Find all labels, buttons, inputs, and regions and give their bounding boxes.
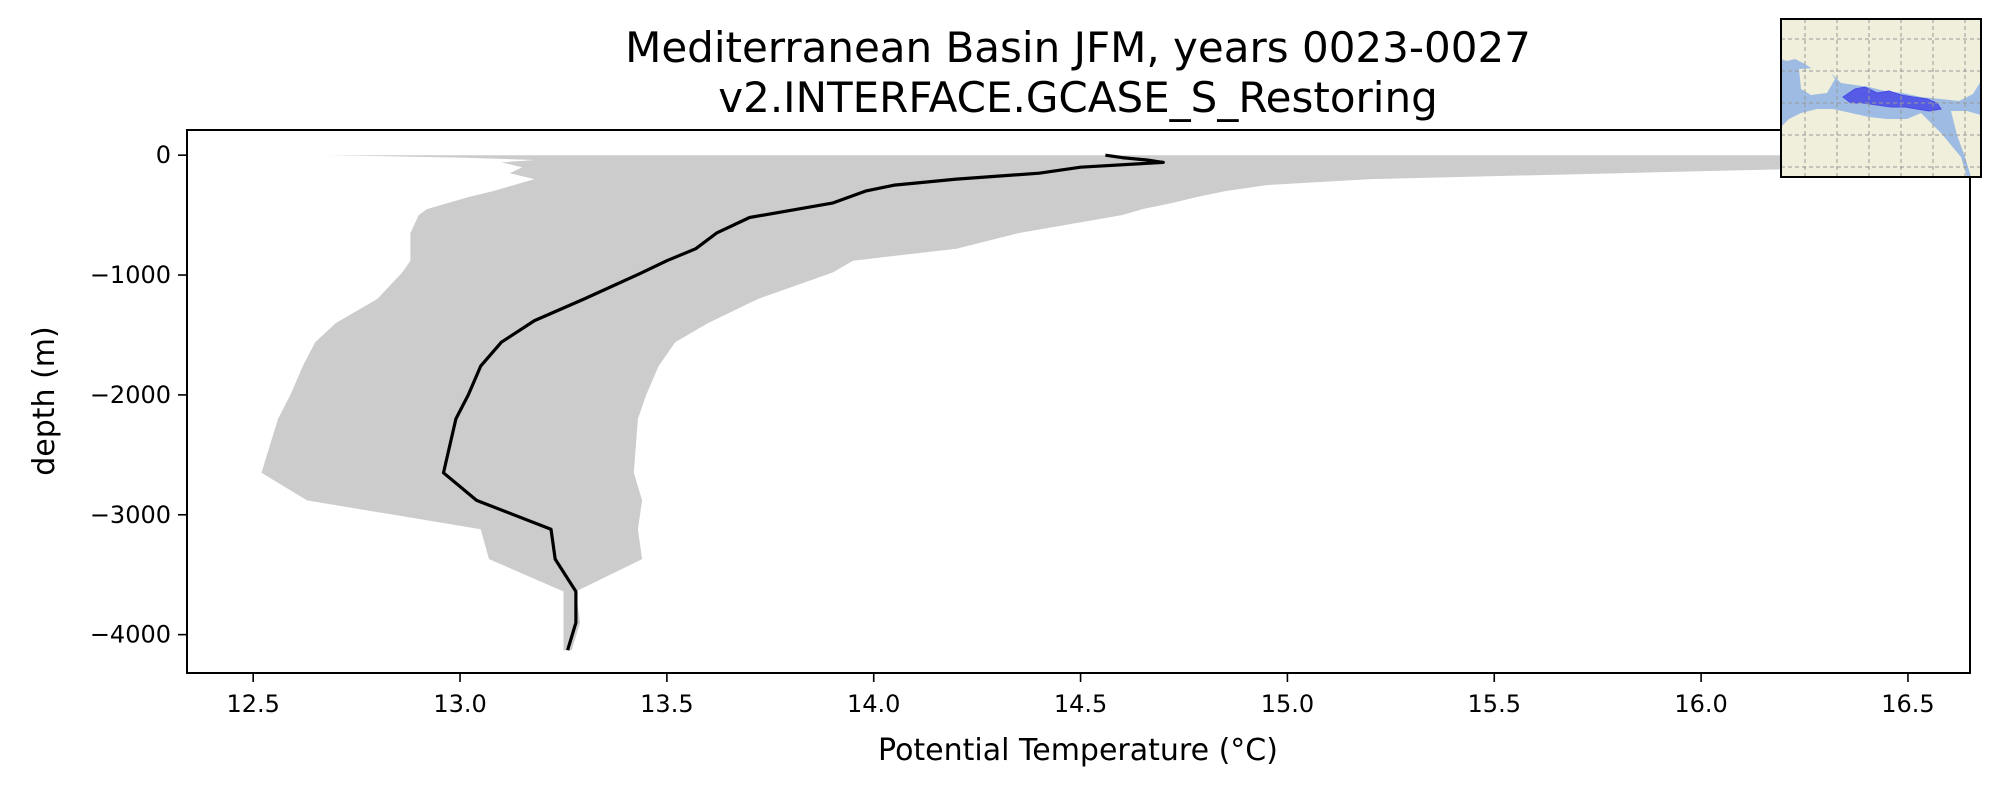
inset-frame	[1780, 18, 1982, 178]
inset-gridlines	[1781, 19, 1981, 177]
y-tick-label: −2000	[90, 381, 171, 409]
range-band	[261, 155, 1950, 651]
x-tick-label: 15.0	[1261, 690, 1314, 718]
y-axis-label: depth (m)	[27, 326, 62, 476]
x-tick-label: 15.5	[1468, 690, 1521, 718]
x-tick-label: 12.5	[226, 690, 279, 718]
x-axis-ticks: 12.5 13.0 13.5 14.0 14.5 15.0 15.5 16.0 16.5	[226, 673, 1935, 718]
plot-area	[261, 153, 1950, 651]
inset-land-africa	[1781, 109, 1967, 177]
inset-land-scandinavia	[1877, 19, 1911, 41]
plot-frame	[186, 129, 1971, 674]
chart-title: Mediterranean Basin JFM, years 0023-0027	[625, 23, 1531, 72]
x-tick-label: 13.5	[640, 690, 693, 718]
y-tick-label: −3000	[90, 501, 171, 529]
y-tick-label: −4000	[90, 621, 171, 649]
mean-profile-line	[441, 153, 1165, 651]
x-tick-label: 14.0	[847, 690, 900, 718]
y-tick-label: 0	[156, 141, 171, 169]
inset-land-iberia	[1799, 67, 1835, 95]
x-tick-label: 13.0	[433, 690, 486, 718]
y-tick-label: −1000	[90, 261, 171, 289]
inset-land-britain	[1811, 29, 1827, 53]
x-tick-label: 16.0	[1674, 690, 1727, 718]
chart-subtitle: v2.INTERFACE.GCASE_S_Restoring	[718, 73, 1437, 122]
x-tick-label: 14.5	[1054, 690, 1107, 718]
region-inset-map	[1780, 18, 1982, 178]
inset-land-arabia	[1951, 111, 1981, 177]
x-axis-label: Potential Temperature (°C)	[878, 733, 1278, 768]
x-tick-label: 16.5	[1881, 690, 1934, 718]
inset-mediterranean-region	[1842, 86, 1942, 112]
y-axis-ticks: 0 −1000 −2000 −3000 −4000	[90, 141, 187, 649]
